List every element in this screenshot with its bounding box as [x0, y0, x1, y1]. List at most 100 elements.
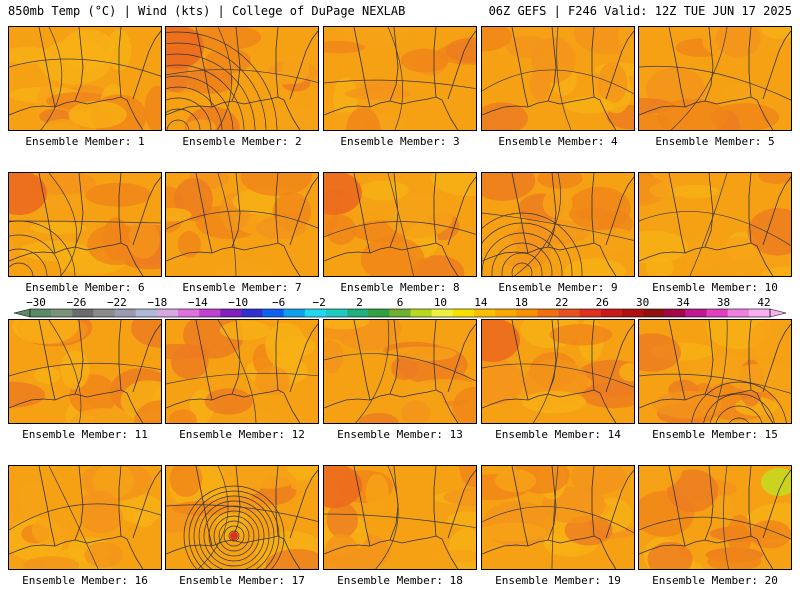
colorbar-tick-label: 34: [676, 296, 690, 309]
colorbar-segment: [51, 309, 73, 317]
colorbar-tick-label: −22: [107, 296, 127, 309]
colorbar-segment: [114, 309, 137, 317]
temperature-map: [166, 173, 318, 276]
temperature-map: [9, 466, 161, 569]
colorbar-segment: [178, 309, 200, 317]
colorbar-segment: [431, 309, 454, 317]
colorbar-tick-label: −26: [67, 296, 87, 309]
member-label: Ensemble Member: 18: [337, 574, 463, 587]
member-label: Ensemble Member: 8: [340, 281, 460, 294]
colorbar-segment: [748, 309, 771, 317]
map-title: 850mb Temp (°C) | Wind (kts) | College o…: [8, 4, 406, 18]
temperature-colorbar: −30 −26 −22 −18 −14 −10 −6 −2 2 6 10 14 18 22 26 30 34 38…: [13, 296, 787, 318]
colorbar-segment: [516, 309, 538, 317]
colorbar-tick-label: −30: [26, 296, 46, 309]
colorbar-segment: [643, 309, 665, 317]
colorbar-segment: [93, 309, 115, 317]
colorbar-tick-label: −6: [272, 296, 285, 309]
colorbar-segment: [368, 309, 390, 317]
colorbar-tick-label: −2: [312, 296, 325, 309]
temperature-map: [639, 27, 791, 130]
temperature-map: [482, 320, 634, 423]
colorbar-tick-label: 38: [717, 296, 730, 309]
colorbar-segment: [389, 309, 411, 317]
temperature-map: [9, 173, 161, 276]
ensemble-panel: [165, 26, 319, 131]
colorbar-segment: [72, 309, 94, 317]
ensemble-panel: [638, 319, 792, 424]
ensemble-panel: [165, 172, 319, 277]
colorbar-tick-label: 14: [474, 296, 488, 309]
member-label: Ensemble Member: 9: [498, 281, 618, 294]
member-label: Ensemble Member: 13: [337, 428, 463, 441]
temperature-map: [639, 173, 791, 276]
member-label: Ensemble Member: 6: [25, 281, 145, 294]
colorbar-segment: [326, 309, 348, 317]
colorbar-segment: [304, 309, 327, 317]
ensemble-panel: [638, 465, 792, 570]
colorbar-segment: [220, 309, 242, 317]
temperature-map: [324, 173, 476, 276]
member-label: Ensemble Member: 20: [652, 574, 778, 587]
ensemble-panel: [481, 319, 635, 424]
member-label: Ensemble Member: 19: [495, 574, 621, 587]
ensemble-panel: [323, 319, 477, 424]
colorbar-tick-label: 6: [397, 296, 404, 309]
colorbar-segment: [474, 309, 496, 317]
colorbar-max-arrow: [769, 308, 787, 318]
colorbar-tick-label: −10: [228, 296, 248, 309]
colorbar-tick-label: 42: [757, 296, 770, 309]
temperature-map: [639, 320, 791, 423]
member-label: Ensemble Member: 1: [25, 135, 145, 148]
colorbar-tick-label: 22: [555, 296, 568, 309]
ensemble-panel: [8, 26, 162, 131]
colorbar-tick-label: 2: [356, 296, 363, 309]
ensemble-panel: [8, 319, 162, 424]
temperature-map: [9, 27, 161, 130]
temperature-map: [324, 27, 476, 130]
colorbar-segment: [241, 309, 263, 317]
colorbar-tick-label: −14: [188, 296, 208, 309]
member-label: Ensemble Member: 17: [179, 574, 305, 587]
colorbar-segment: [664, 309, 686, 317]
ensemble-panel: [323, 26, 477, 131]
colorbar-segment: [135, 309, 158, 317]
temperature-map: [482, 466, 634, 569]
member-label: Ensemble Member: 3: [340, 135, 460, 148]
temperature-map: [324, 320, 476, 423]
ensemble-panel: [481, 172, 635, 277]
ensemble-panel: [323, 172, 477, 277]
colorbar-segment: [727, 309, 750, 317]
temperature-map: [482, 27, 634, 130]
temperature-map: [166, 320, 318, 423]
ensemble-panel: [8, 465, 162, 570]
member-label: Ensemble Member: 10: [652, 281, 778, 294]
colorbar-segment: [579, 309, 602, 317]
colorbar-segment: [30, 309, 52, 317]
colorbar-segment: [283, 309, 306, 317]
temperature-map: [166, 27, 318, 130]
colorbar-segment: [495, 309, 517, 317]
ensemble-panel: [165, 319, 319, 424]
colorbar-tick-label: 26: [596, 296, 609, 309]
model-run-info: 06Z GEFS | F246 Valid: 12Z TUE JUN 17 20…: [488, 4, 792, 18]
colorbar-segment: [410, 309, 433, 317]
member-label: Ensemble Member: 14: [495, 428, 621, 441]
member-label: Ensemble Member: 7: [182, 281, 302, 294]
colorbar-segment: [706, 309, 729, 317]
colorbar-min-arrow: [13, 308, 31, 318]
member-label: Ensemble Member: 16: [22, 574, 148, 587]
colorbar-segment: [199, 309, 221, 317]
colorbar-segment: [622, 309, 644, 317]
ensemble-panel: [165, 465, 319, 570]
temperature-map: [482, 173, 634, 276]
ensemble-panel: [323, 465, 477, 570]
ensemble-panel: [8, 172, 162, 277]
member-label: Ensemble Member: 12: [179, 428, 305, 441]
member-label: Ensemble Member: 2: [182, 135, 302, 148]
member-label: Ensemble Member: 5: [655, 135, 775, 148]
colorbar-segment: [685, 309, 707, 317]
colorbar-segment: [600, 309, 623, 317]
colorbar-segment: [156, 309, 179, 317]
temperature-map: [324, 466, 476, 569]
